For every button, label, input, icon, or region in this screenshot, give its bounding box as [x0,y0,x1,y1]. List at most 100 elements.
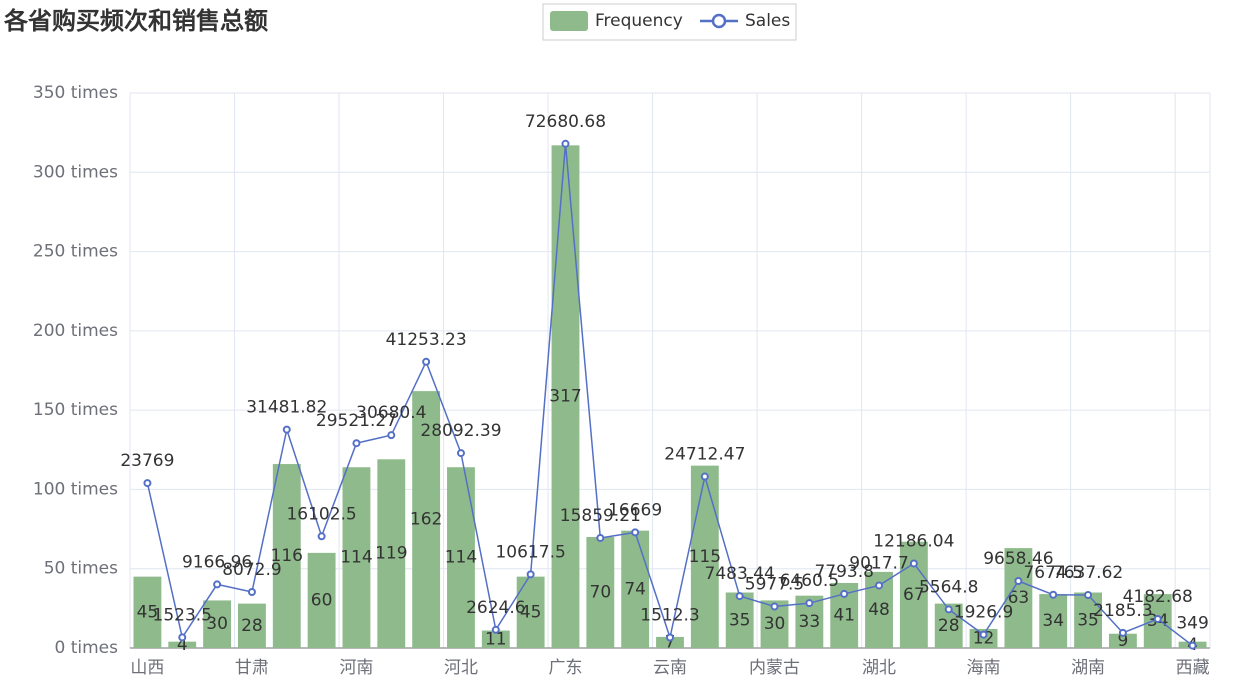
bar [342,467,371,648]
legend-label: Sales [745,11,790,31]
x-tick-label: 西藏 [1176,658,1210,678]
bar-value-label: 11 [485,629,507,649]
bar-value-label: 114 [340,548,372,568]
line-value-label: 72680.68 [525,112,606,132]
line-marker [735,592,744,601]
bar-value-label: 48 [868,600,890,620]
bar [272,464,301,648]
bar [656,636,684,648]
bar-value-label: 28 [241,616,263,636]
line-value-label: 6460.5 [780,571,839,591]
bar-value-label: 116 [271,546,303,566]
bar [238,603,266,648]
line-value-label: 1926.9 [954,603,1013,623]
bar-value-label: 4 [177,635,188,655]
bar-value-label: 74 [624,579,646,599]
line-value-label: 1523.5 [153,605,212,625]
bar-value-label: 114 [445,548,477,568]
bar [377,459,406,648]
x-tick-label: 海南 [967,658,1001,678]
line-marker [979,630,988,639]
line-value-label: 16669 [608,500,662,520]
bar-value-label: 33 [799,612,821,632]
line-marker [422,357,431,366]
y-tick-label: 350 times [33,83,118,103]
line-value-label: 9166.96 [182,552,252,572]
line-marker [700,472,709,481]
line-marker [143,479,152,488]
line-marker [596,533,605,542]
x-tick-label: 河南 [339,658,373,678]
line-marker [875,581,884,590]
line-marker [1153,614,1162,623]
line-marker [526,570,535,579]
line-marker [1014,576,1023,585]
bar-value-label: 30 [206,614,228,634]
line-value-label: 5564.8 [919,577,978,597]
bar [133,576,162,648]
line-marker [1188,641,1197,650]
line-marker [213,580,222,589]
y-tick-label: 250 times [33,242,118,262]
bar-value-label: 34 [1042,611,1064,631]
line-marker [352,439,361,448]
y-tick-label: 150 times [33,400,118,420]
line-marker [491,625,500,634]
line-value-label: 5977.5 [745,575,804,595]
bar [551,145,580,649]
bar-value-label: 28 [938,616,960,636]
bar [621,530,650,648]
x-tick-label: 云南 [653,658,687,678]
bar-value-label: 35 [1077,610,1099,630]
line-value-label: 9017.7 [849,553,908,573]
line-marker [1049,590,1058,599]
bar-value-label: 35 [729,610,751,630]
line-marker [944,605,953,614]
bar [690,465,719,648]
bar-value-label: 63 [1008,588,1030,608]
line-marker [561,139,570,148]
line-marker [1084,591,1093,600]
line-value-label: 1512.3 [640,606,699,626]
bar-value-label: 60 [311,590,333,610]
bar-value-label: 45 [137,602,159,622]
line-value-label: 41253.23 [386,330,467,350]
bar [307,552,336,648]
line-value-label: 8072.9 [222,560,281,580]
line-value-label: 15859.21 [560,506,641,526]
bar [1074,592,1102,648]
bar-value-label: 119 [375,544,407,564]
line-value-label: 30680.4 [356,403,426,423]
bar [203,600,232,648]
x-tick-label: 河北 [444,658,478,678]
line-marker [456,449,465,458]
chart-title: 各省购买频次和销售总额 [3,7,268,35]
line-value-label: 4182.68 [1123,587,1193,607]
bar-value-label: 41 [833,605,855,625]
line-value-label: 28092.39 [420,421,501,441]
line-value-label: 16102.5 [286,504,356,524]
line-marker [909,559,918,568]
bar-value-label: 162 [410,510,442,530]
bar [725,592,754,648]
bar-value-label: 9 [1117,631,1128,651]
line-value-label: 7483.44 [705,564,775,584]
line-value-label: 7793.8 [814,562,873,582]
bar-value-label: 67 [903,585,925,605]
line-marker [805,599,814,608]
bar-value-label: 115 [689,547,721,567]
legend-swatch [550,11,588,31]
x-tick-label: 山西 [130,658,164,678]
line-value-label: 23769 [120,451,174,471]
line-marker [666,633,674,642]
y-tick-label: 0 times [55,638,119,658]
bar [412,391,441,648]
line-marker [840,589,849,598]
x-tick-label: 甘肃 [235,658,269,678]
line-value-label: 2185.3 [1093,601,1152,621]
x-tick-label: 广东 [548,658,582,678]
line-marker [282,425,291,434]
line-value-label: 29521.27 [316,411,397,431]
line-marker [1118,628,1127,637]
